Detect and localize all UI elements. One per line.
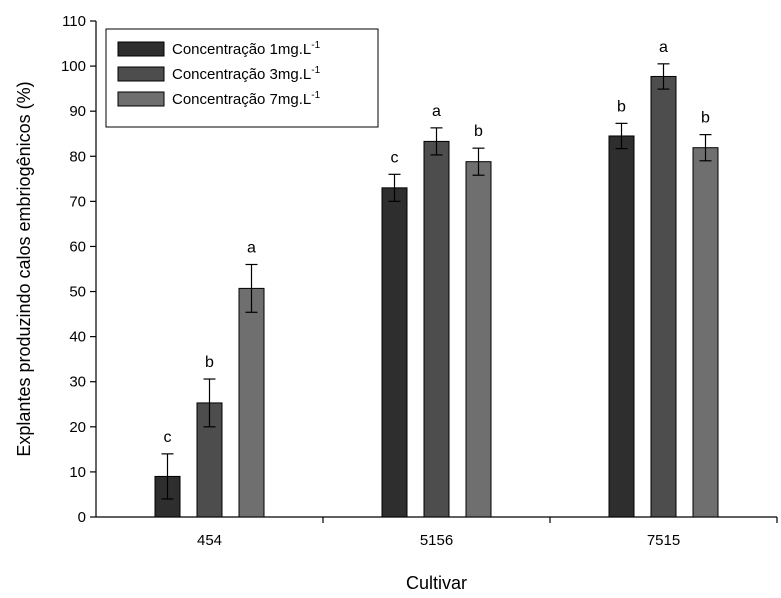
legend-label: Concentração 7mg.L-1 <box>172 90 321 108</box>
bar <box>608 135 635 518</box>
legend-label-superscript: -1 <box>311 90 320 101</box>
significance-letter: b <box>701 110 710 127</box>
legend-label-superscript: -1 <box>311 40 320 51</box>
bar <box>650 75 677 518</box>
y-tick-label: 40 <box>69 329 86 346</box>
significance-letter: a <box>659 39 668 56</box>
bar <box>423 140 450 518</box>
y-tick-label: 0 <box>78 509 86 526</box>
legend-label: Concentração 1mg.L-1 <box>172 40 321 58</box>
chart-bars: c b a c a b b a b <box>154 39 719 518</box>
legend-swatch <box>117 41 165 57</box>
y-tick-label: 100 <box>61 58 86 75</box>
significance-letter: b <box>617 98 626 115</box>
significance-letter: c <box>391 149 399 166</box>
legend-swatch <box>117 66 165 82</box>
bar <box>238 287 265 518</box>
bar <box>692 147 719 518</box>
bar <box>381 187 408 518</box>
legend-swatch <box>117 91 165 107</box>
x-tick-label: 454 <box>197 532 222 549</box>
y-tick-label: 50 <box>69 284 86 301</box>
x-axis-title: Cultivar <box>406 573 467 593</box>
x-tick-label: 5156 <box>420 532 453 549</box>
y-tick-label: 10 <box>69 464 86 481</box>
significance-letter: a <box>247 239 256 256</box>
y-tick-label: 110 <box>62 13 86 30</box>
x-tick-label: 7515 <box>647 532 680 549</box>
legend-label-text: Concentração 3mg.L <box>172 66 311 83</box>
significance-letter: c <box>164 429 172 446</box>
significance-letter: a <box>432 103 441 120</box>
y-tick-label: 60 <box>69 238 86 255</box>
y-axis-title: Explantes produzindo calos embriogênicos… <box>14 81 34 456</box>
y-tick-label: 30 <box>69 374 86 391</box>
y-tick-label: 80 <box>69 148 86 165</box>
legend-label-text: Concentração 1mg.L <box>172 41 311 58</box>
legend-label: Concentração 3mg.L-1 <box>172 65 321 83</box>
chart-axes: 0 10 20 30 40 50 60 70 80 90 100 110 454 5156 7515 <box>61 13 778 549</box>
legend-label-text: Concentração 7mg.L <box>172 91 311 108</box>
y-tick-label: 90 <box>69 103 86 120</box>
significance-letter: b <box>205 354 214 371</box>
y-tick-label: 20 <box>69 419 86 436</box>
y-tick-label: 70 <box>69 193 86 210</box>
bar <box>465 161 492 518</box>
significance-letter: b <box>474 123 483 140</box>
legend-label-superscript: -1 <box>311 65 320 76</box>
